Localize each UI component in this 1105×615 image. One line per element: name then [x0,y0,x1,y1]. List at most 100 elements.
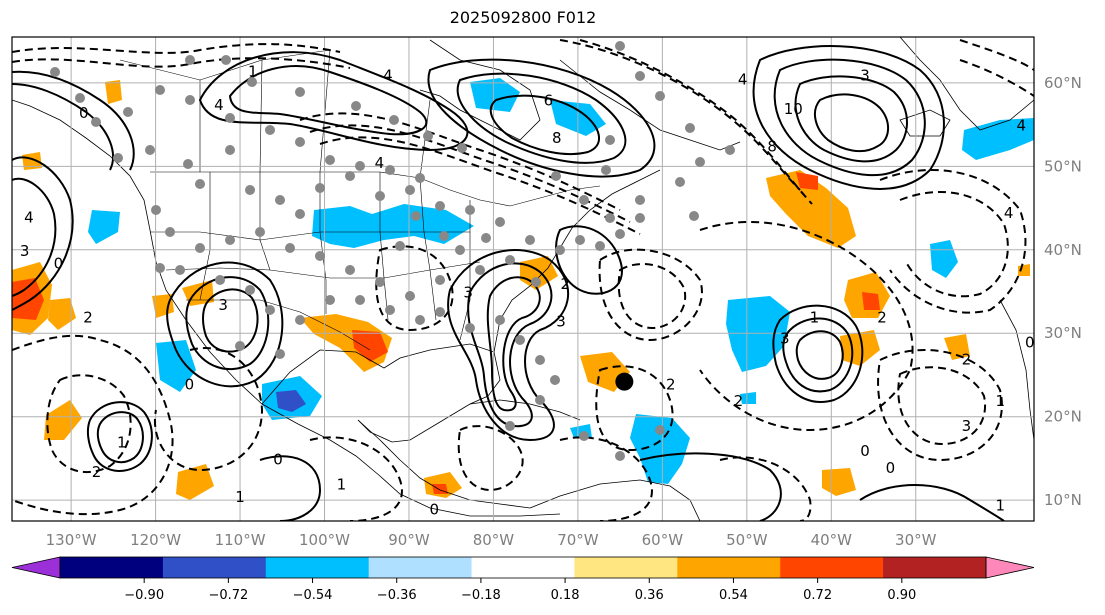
positive-contours [12,45,1005,521]
contour-positive [489,94,600,156]
state-border [459,200,471,341]
contour-label: 0 [1025,334,1035,352]
contour-positive [859,484,1005,521]
station-dot [91,117,101,127]
contour-negative [879,169,1027,314]
contour-label: 3 [20,242,30,260]
contour-label: 4 [214,96,224,114]
station-dot [165,227,175,237]
contour-positive [782,317,854,393]
contour-positive [555,225,623,295]
contour-label: 4 [1017,117,1027,135]
longitude-label: 60°W [642,531,684,549]
contour-label: 10 [784,100,803,118]
colorbar-tick-label: 0.54 [719,588,748,603]
colorbar-under-extension [11,556,61,579]
colorbar-tick-label: −0.36 [377,588,417,603]
contour-negative [309,124,631,223]
colorbar-segment [162,557,267,578]
station-dot [295,137,305,147]
station-dot [475,265,485,275]
station-dot [550,375,560,385]
contour-label: 8 [552,129,562,147]
station-dot [295,315,305,325]
contour-positive [467,262,553,428]
contour-label: 1 [995,392,1005,410]
contour-negative [12,57,351,69]
contour-label: 2 [560,275,570,293]
shaded-area [88,210,120,244]
contour-label: 3 [463,284,473,302]
station-dot [275,349,285,359]
contour-positive [795,330,844,380]
contour-label: 1 [337,475,347,493]
colorbar-tick-label: 0.18 [551,588,580,603]
contour-negative [559,39,801,191]
station-dot [355,161,365,171]
station-dot [225,113,235,123]
station-dot [725,145,735,155]
longitude-label: 40°W [811,531,853,549]
contour-label: 6 [544,92,554,110]
contour-positive [96,411,144,464]
shaded-area [470,78,520,112]
station-dot [415,315,425,325]
station-dot [155,85,165,95]
station-dot [615,451,625,461]
shaded-area [22,152,42,170]
station-dot [155,263,165,273]
contour-label: 2 [734,392,744,410]
station-dot [151,205,161,215]
contour-label: 2 [666,375,676,393]
state-border [165,261,481,279]
coastline-iceland [899,109,951,137]
station-dot [185,55,195,65]
station-dot [345,265,355,275]
shaded-area [796,172,818,190]
contour-label: 0 [430,500,440,518]
contour-negative [719,456,812,521]
latitude-label: 30°N [1044,324,1082,342]
station-dot [575,235,585,245]
station-dot [551,171,561,181]
station-dot [50,67,60,77]
longitude-label: 100°W [299,531,350,549]
contour-label: 2 [92,463,102,481]
contour-positive [198,51,469,152]
contour-label: 3 [780,329,790,347]
state-border [379,172,389,321]
longitude-label: 130°W [46,531,97,549]
colorbar-tick-label: 0.72 [803,588,832,603]
shaded-area [962,118,1034,160]
station-dot [375,191,385,201]
tropical-storm-marker [615,372,634,391]
longitude-label: 80°W [473,531,515,549]
station-dot [595,241,605,251]
contour-label: 0 [273,450,283,468]
station-dot [225,145,235,155]
contour-label: 8 [767,137,777,155]
colorbar-tick-label: −0.72 [208,588,248,603]
contour-positive [752,45,945,190]
longitude-label: 110°W [215,531,266,549]
station-dot [605,213,615,223]
coastline-hudson [419,39,541,141]
contour-label: 2 [83,309,93,327]
shaded-area [822,468,856,496]
station-dot [525,235,535,245]
contour-label: 1 [117,434,127,452]
shaded-anomaly-layer [12,78,1034,500]
station-dot [395,241,405,251]
station-dot [615,41,625,51]
longitude-label: 30°W [895,531,937,549]
coastline-north-america-west [12,99,561,517]
colorbar-tick-label: 0.36 [635,588,664,603]
contour-label: 4 [375,154,385,172]
station-dot [175,265,185,275]
map-frame [11,36,1035,522]
negative-contours [12,39,1034,521]
station-dot [295,209,305,219]
contour-positive [427,58,656,178]
station-dot [655,425,665,435]
station-dot [689,211,699,221]
